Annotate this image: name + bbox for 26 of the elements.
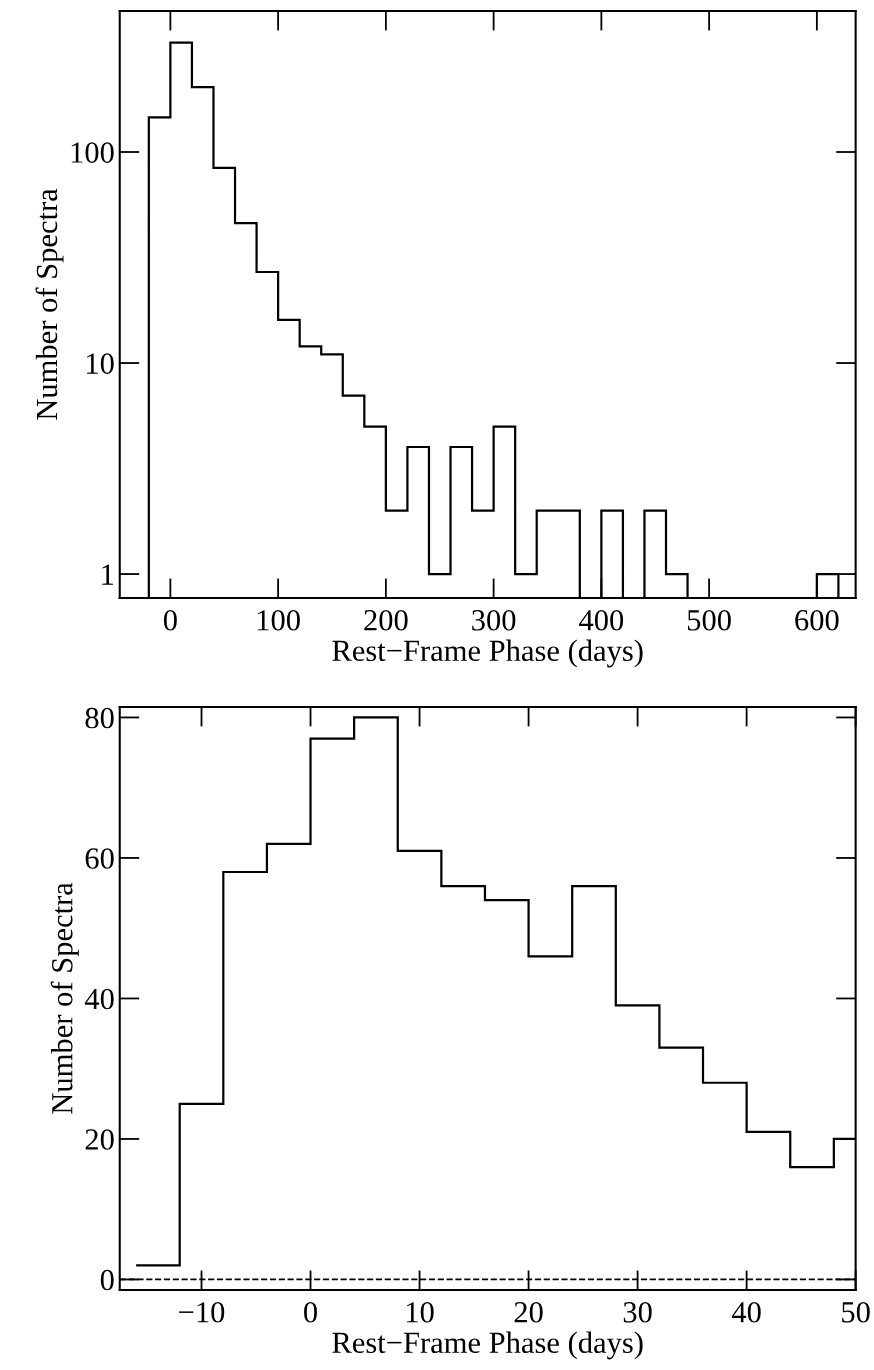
x-tick-label: 10 — [406, 1301, 434, 1323]
x-axis-title: Rest−Frame Phase (days) — [332, 1331, 643, 1360]
x-tick-label: 100 — [257, 610, 300, 631]
x-axis-title: Rest−Frame Phase (days) — [332, 639, 643, 668]
y-tick-label: 100 — [71, 142, 114, 163]
x-tick-label: 400 — [579, 610, 624, 631]
x-tick-label: 30 — [623, 1301, 652, 1323]
y-tick-label: 80 — [85, 707, 114, 729]
y-tick-label: 10 — [87, 353, 114, 374]
y-axis-title: Number of Spectra — [35, 188, 64, 420]
x-tick-label: 50 — [842, 1301, 870, 1323]
x-tick-label: 0 — [304, 1301, 317, 1323]
y-tick-label: 1 — [102, 564, 114, 585]
y-tick-label: 60 — [85, 848, 114, 869]
x-tick-label: 200 — [364, 610, 408, 631]
y-tick-label: 0 — [100, 1269, 114, 1291]
y-axis-title: Number of Spectra — [50, 882, 79, 1114]
x-tick-label: −10 — [179, 1301, 225, 1323]
x-tick-label: 600 — [795, 610, 839, 631]
y-tick-label: 40 — [84, 988, 114, 1010]
x-tick-label: 40 — [731, 1301, 761, 1323]
x-tick-label: 300 — [472, 610, 516, 631]
x-tick-label: 20 — [514, 1301, 543, 1323]
y-tick-label: 20 — [85, 1129, 114, 1150]
x-tick-label: 500 — [687, 610, 731, 631]
x-tick-label: 0 — [163, 610, 177, 631]
